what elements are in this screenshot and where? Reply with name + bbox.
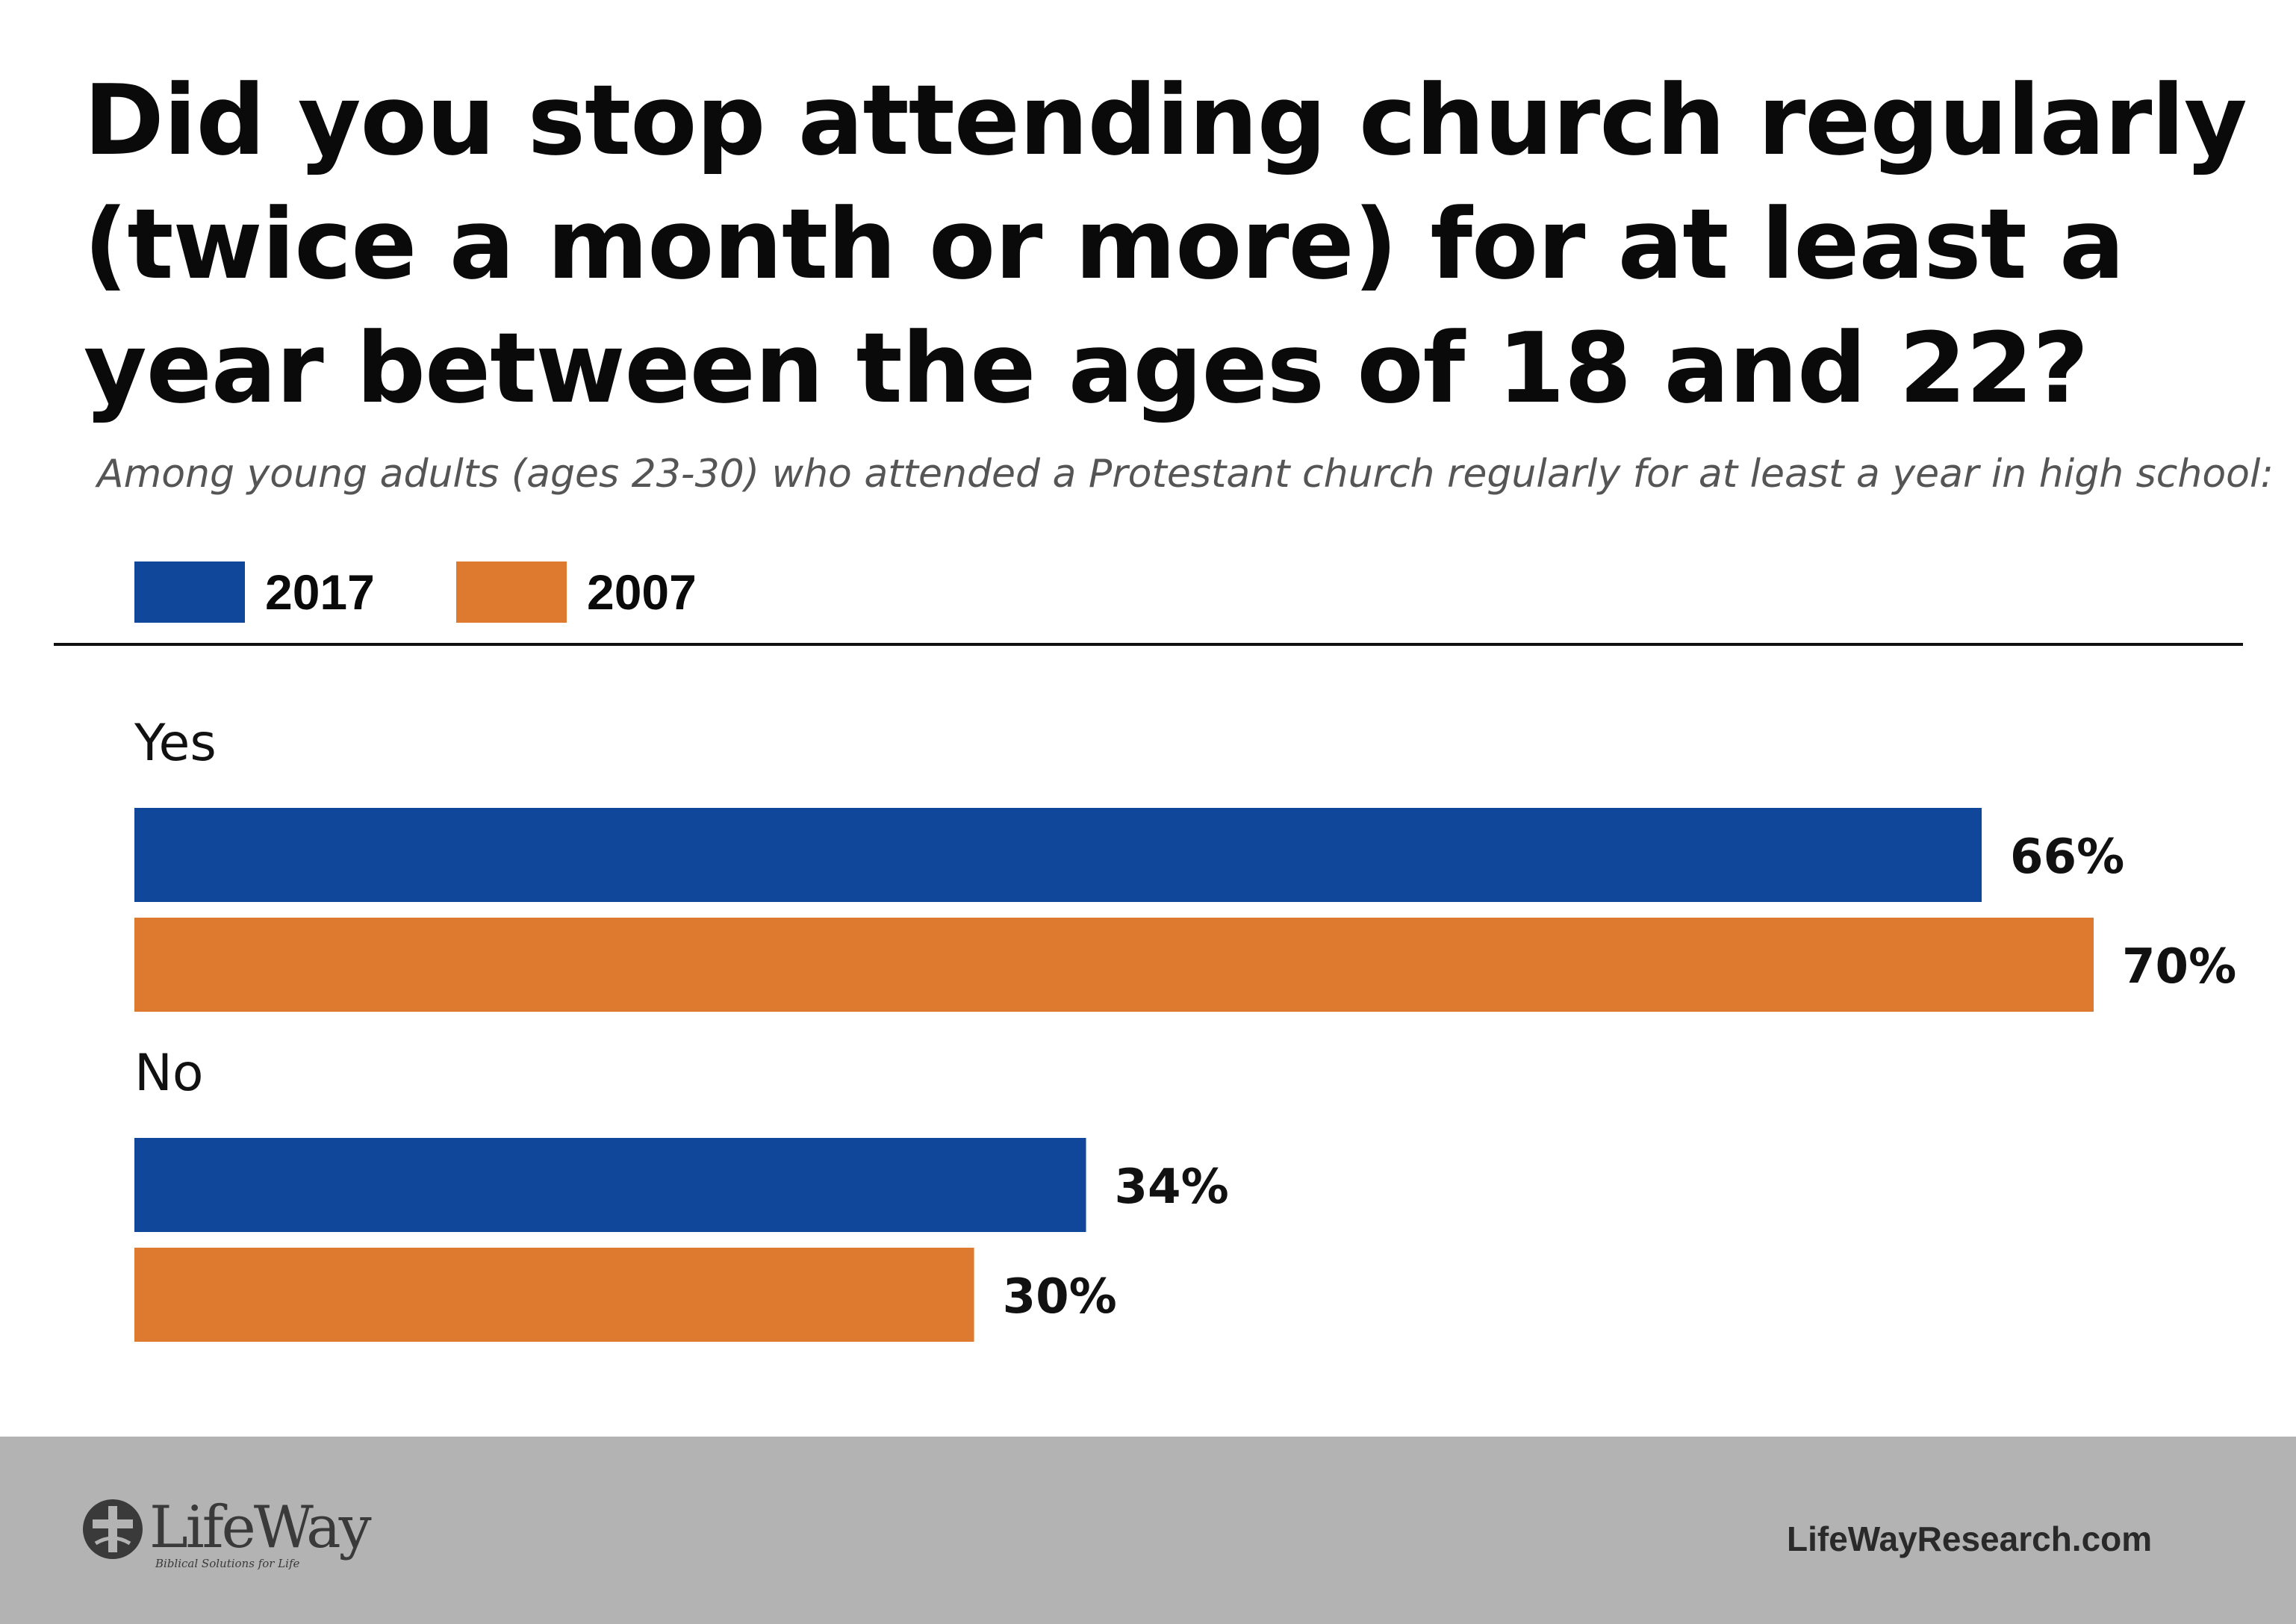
legend-label-2007: 2007 — [587, 564, 697, 620]
footer-bar — [0, 1437, 2296, 1624]
legend-swatch-2017 — [134, 561, 245, 623]
bar-no-2017 — [134, 1138, 1086, 1232]
logo-emblem-icon — [83, 1499, 143, 1559]
category-label-yes: Yes — [134, 714, 217, 773]
chart-title: Did you stop attending church regularly … — [84, 63, 2247, 425]
data-label-no-2017: 34% — [1115, 1160, 1229, 1215]
header-divider — [54, 643, 2243, 646]
data-label-yes-2017: 66% — [2010, 830, 2124, 885]
lifeway-logo: LifeWay Biblical Solutions for Life — [81, 1494, 379, 1579]
bar-chart: Yes 66% 70% No 34% 30% — [134, 714, 2236, 1342]
bar-yes-2017 — [134, 808, 1982, 902]
legend-swatch-2007 — [456, 561, 567, 623]
chart-subtitle: Among young adults (ages 23-30) who atte… — [97, 452, 2274, 497]
website-link[interactable]: LifeWayResearch.com — [1787, 1519, 2153, 1558]
logo-tagline: Biblical Solutions for Life — [155, 1557, 300, 1570]
category-label-no: No — [134, 1044, 203, 1103]
logo-wordmark: LifeWay — [149, 1494, 372, 1561]
bar-yes-2007 — [134, 918, 2094, 1012]
bar-no-2007 — [134, 1248, 974, 1342]
data-label-yes-2007: 70% — [2122, 939, 2236, 995]
data-label-no-2007: 30% — [1003, 1269, 1117, 1325]
legend-label-2017: 2017 — [265, 564, 375, 620]
